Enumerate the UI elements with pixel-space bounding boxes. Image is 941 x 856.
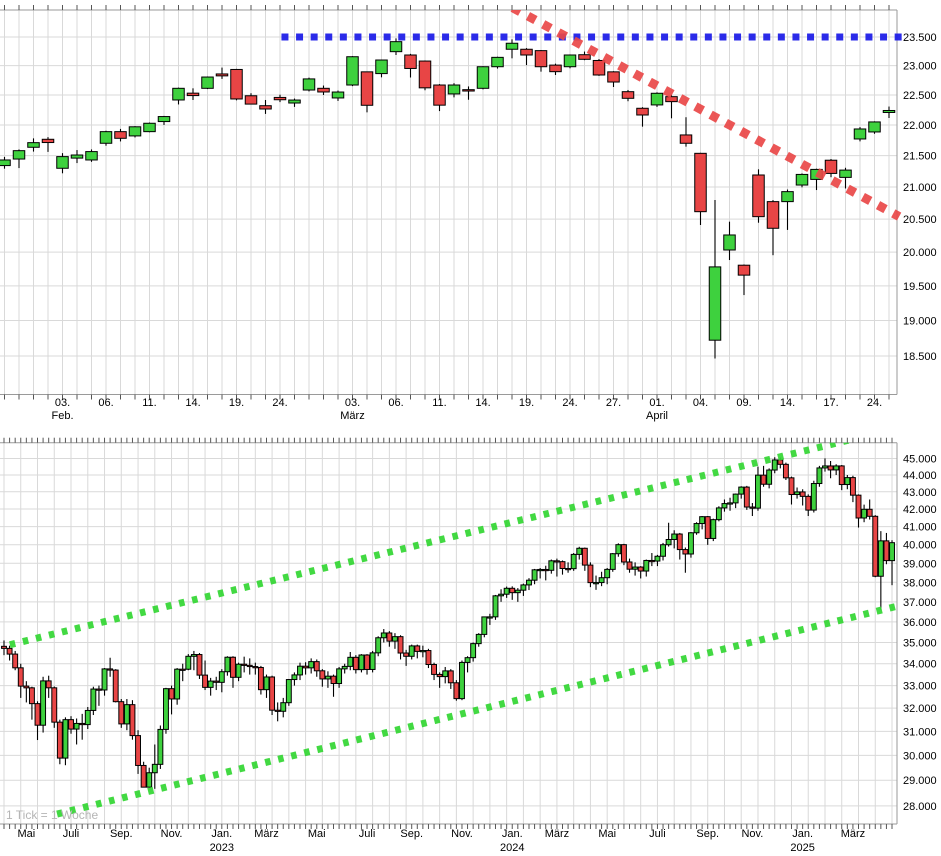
y-axis-label: 34.000 — [903, 659, 937, 671]
channel-lower — [56, 602, 898, 818]
y-axis-label: 33.000 — [903, 681, 937, 693]
x-axis-month-label: April — [646, 410, 668, 422]
y-axis-label: 38.000 — [903, 577, 937, 589]
x-axis-day-label: 24. — [867, 397, 882, 409]
x-axis-month-label: Mai — [308, 828, 326, 840]
downtrend-line — [510, 10, 902, 221]
channel-upper — [9, 442, 853, 649]
y-axis-label: 31.000 — [903, 726, 937, 738]
x-axis-day-label: 03. — [345, 397, 360, 409]
y-axis-label: 20.500 — [903, 214, 937, 226]
y-axis-label: 20.000 — [903, 247, 937, 259]
x-axis-day-label: 14. — [185, 397, 200, 409]
y-axis-label: 21.000 — [903, 182, 937, 194]
x-axis-month-label: Jan. — [792, 828, 813, 840]
y-axis-label: 41.000 — [903, 522, 937, 534]
x-axis-day-label: 06. — [388, 397, 403, 409]
y-axis-label: 19.000 — [903, 315, 937, 327]
x-axis-month-label: Mai — [598, 828, 616, 840]
x-axis-month-label: Juli — [359, 828, 376, 840]
y-axis-label: 39.000 — [903, 558, 937, 570]
x-axis-month-label: Juli — [649, 828, 666, 840]
x-axis-day-label: 14. — [475, 397, 490, 409]
x-axis-day-label: 03. — [55, 397, 70, 409]
y-axis-label: 28.000 — [903, 801, 937, 813]
x-axis-month-label: Nov. — [451, 828, 473, 840]
x-axis-month-label: Feb. — [51, 410, 73, 422]
x-axis-day-label: 24. — [272, 397, 287, 409]
y-axis-label: 18.500 — [903, 351, 937, 363]
x-axis-month-label: März — [841, 828, 865, 840]
x-axis-month-label: Sep. — [400, 828, 423, 840]
y-axis-label: 29.000 — [903, 775, 937, 787]
weekly-candlestick-chart: 45.000 44.000 43.000 42.000 41.000 40.000 39.0… — [0, 429, 941, 856]
x-axis-month-label: März — [254, 828, 278, 840]
y-axis-label: 37.000 — [903, 597, 937, 609]
x-axis-month-label: Mai — [17, 828, 35, 840]
y-axis-label: 32.000 — [903, 703, 937, 715]
x-axis-month-label: Nov. — [161, 828, 183, 840]
y-axis-label: 44.000 — [903, 470, 937, 482]
y-axis-label: 35.000 — [903, 638, 937, 650]
y-axis-label: 22.500 — [903, 90, 937, 102]
x-axis-day-label: 19. — [519, 397, 534, 409]
y-axis-label: 42.000 — [903, 504, 937, 516]
y-axis-label: 45.000 — [903, 454, 937, 466]
x-axis-day-label: 24. — [562, 397, 577, 409]
x-axis-month-label: März — [545, 828, 569, 840]
x-axis-month-label: Sep. — [110, 828, 133, 840]
x-axis-year-label: 2023 — [210, 842, 234, 854]
x-axis-day-label: 17. — [823, 397, 838, 409]
x-axis-month-label: Sep. — [696, 828, 719, 840]
y-axis-label: 19.500 — [903, 281, 937, 293]
y-axis-label: 36.000 — [903, 617, 937, 629]
y-axis-label: 23.000 — [903, 61, 937, 73]
x-axis-day-label: 19. — [229, 397, 244, 409]
daily-chart-canvas: 23.500 23.000 22.500 22.000 21.500 21.000 20.5… — [0, 5, 937, 422]
x-axis-day-label: 09. — [736, 397, 751, 409]
x-axis-month-label: Nov. — [741, 828, 763, 840]
x-axis-day-label: 14. — [780, 397, 795, 409]
candle-series — [0, 38, 896, 359]
x-axis-day-label: 06. — [98, 397, 113, 409]
x-axis-day-label: 04. — [693, 397, 708, 409]
x-axis-day-label: 11. — [142, 397, 156, 409]
x-axis-month-label: Jan. — [502, 828, 523, 840]
candle-series — [1, 457, 895, 789]
y-axis-label: 43.000 — [903, 487, 937, 499]
x-axis-month-label: Jan. — [211, 828, 232, 840]
x-axis-year-label: 2025 — [790, 842, 814, 854]
x-axis-day-label: 27. — [606, 397, 621, 409]
x-axis-day-label: 11. — [432, 397, 446, 409]
tick-scale-note: 1 Tick = 1 Woche — [6, 808, 99, 822]
weekly-chart-canvas: 45.000 44.000 43.000 42.000 41.000 40.000 39.0… — [0, 437, 937, 854]
x-axis-year-label: 2024 — [500, 842, 524, 854]
y-axis-label: 22.000 — [903, 120, 937, 132]
y-axis-label: 23.500 — [903, 32, 937, 44]
x-axis-day-label: 01. — [649, 397, 664, 409]
daily-candlestick-chart: 23.500 23.000 22.500 22.000 21.500 21.000 20.5… — [0, 5, 937, 422]
x-axis-month-label: Juli — [63, 828, 80, 840]
y-axis-label: 30.000 — [903, 750, 937, 762]
y-axis-label: 21.500 — [903, 151, 937, 163]
y-axis-label: 40.000 — [903, 540, 937, 552]
x-axis-month-label: März — [340, 410, 364, 422]
